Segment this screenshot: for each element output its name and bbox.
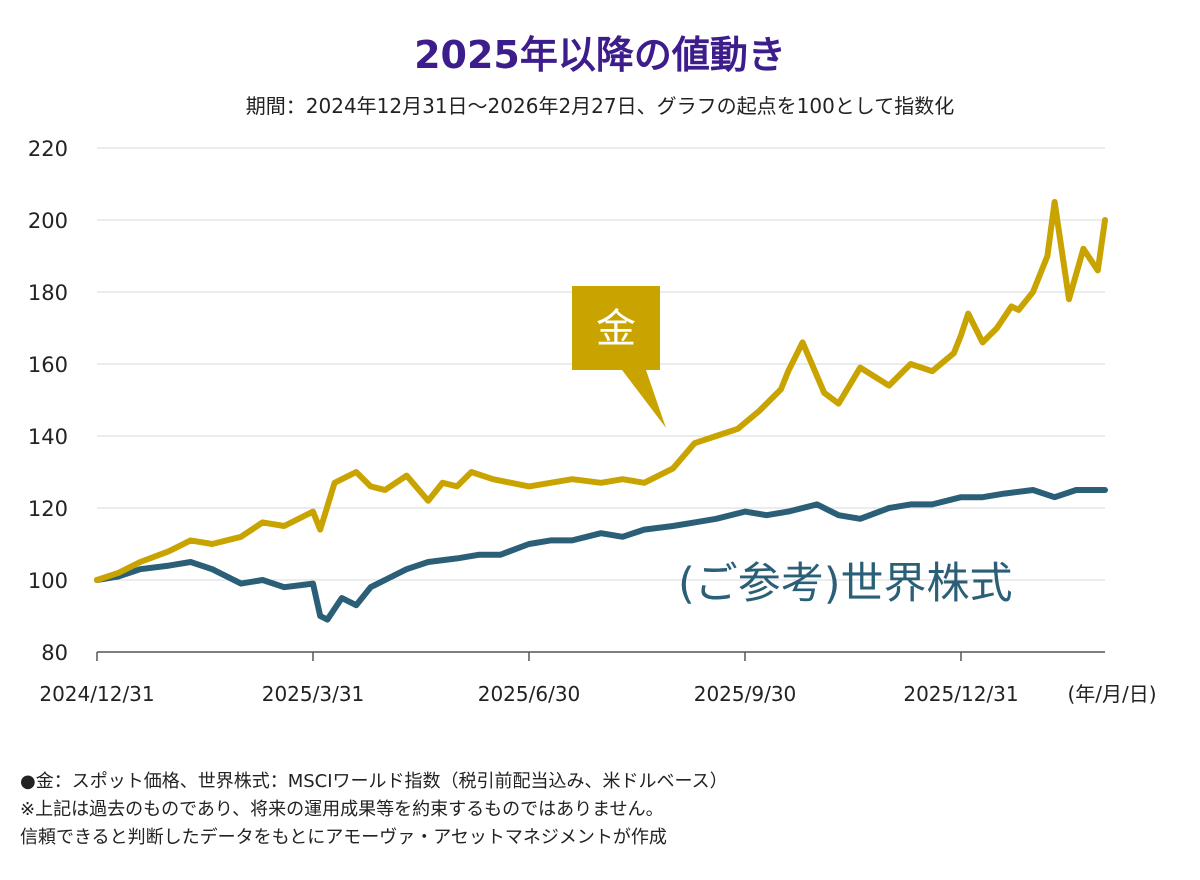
y-tick-label: 160 [28, 353, 68, 377]
y-tick-label: 220 [28, 137, 68, 161]
footnote-source: ●金：スポット価格、世界株式：MSCIワールド指数（税引前配当込み、米ドルベース… [20, 771, 728, 792]
line-chart: 80 100 120 140 160 180 200 220 2024/12/31 2025/3/… [28, 137, 1157, 706]
world-stock-series-label: (ご参考)世界株式 [678, 559, 1013, 609]
y-tick-label: 100 [28, 569, 68, 593]
footnotes: ●金：スポット価格、世界株式：MSCIワールド指数（税引前配当込み、米ドルベース… [20, 768, 728, 852]
y-tick-label: 140 [28, 425, 68, 449]
y-tick-label: 200 [28, 209, 68, 233]
x-tick-label: 2025/9/30 [694, 682, 797, 706]
gold-label-pointer [622, 370, 666, 428]
x-tick-label: 2024/12/31 [39, 682, 154, 706]
footnote-credit: 信頼できると判断したデータをもとにアモーヴァ・アセットマネジメントが作成 [20, 827, 667, 848]
x-tick-label: 2025/6/30 [478, 682, 581, 706]
chart-title: 2025年以降の値動き [414, 33, 786, 77]
gold-series-line [94, 199, 1108, 583]
gold-label-box [572, 286, 660, 370]
world-stock-series-line [94, 487, 1108, 623]
chart-subtitle: 期間：2024年12月31日～2026年2月27日、グラフの起点を100として指… [245, 94, 955, 118]
x-axis-unit-label: (年/月/日) [1067, 682, 1156, 706]
x-tick-label: 2025/12/31 [903, 682, 1018, 706]
footnote-disclaimer: ※上記は過去のものであり、将来の運用成果等を約束するものではありません。 [20, 799, 664, 820]
gold-series-label: 金 [596, 306, 636, 352]
y-tick-label: 180 [28, 281, 68, 305]
y-tick-label: 80 [41, 641, 68, 665]
y-tick-label: 120 [28, 497, 68, 521]
x-tick-label: 2025/3/31 [262, 682, 365, 706]
